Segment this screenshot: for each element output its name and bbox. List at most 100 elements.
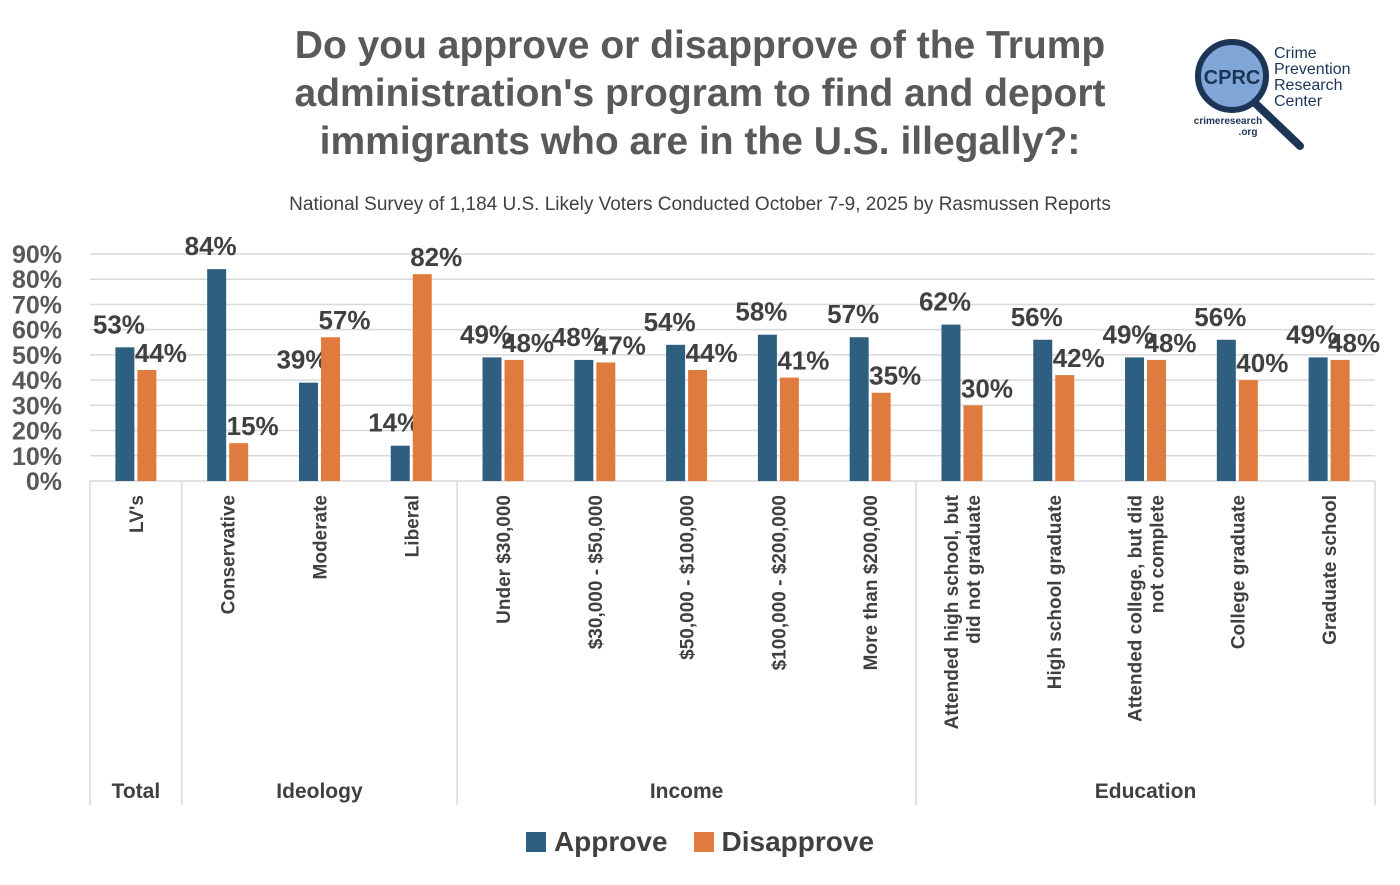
legend: Approve Disapprove xyxy=(0,826,1400,858)
category-label-9: Attended high school, but xyxy=(942,494,963,729)
bar-approve-7 xyxy=(757,334,777,481)
data-label-disapprove-6: 44% xyxy=(686,338,738,368)
bar-disapprove-11 xyxy=(1147,359,1167,481)
data-label-disapprove-5: 47% xyxy=(594,330,646,360)
bar-approve-3 xyxy=(390,445,410,481)
logo-url-1: crimeresearch xyxy=(1194,116,1262,127)
logo-name-1: Crime xyxy=(1274,45,1317,62)
category-label-7: $100,000 - $200,000 xyxy=(769,495,790,670)
bar-disapprove-7 xyxy=(779,377,799,481)
category-label-0: LV's xyxy=(127,495,148,533)
cprc-logo: CPRC Crime Prevention Research Center cr… xyxy=(1190,36,1370,156)
data-label-disapprove-9: 30% xyxy=(961,373,1013,403)
bar-disapprove-6 xyxy=(688,370,708,481)
title-line-3: immigrants who are in the U.S. illegally… xyxy=(319,120,1081,163)
title-line-2: administration's program to find and dep… xyxy=(294,72,1106,115)
legend-swatch-disapprove xyxy=(693,832,714,852)
category-label-11: Attended college, but did xyxy=(1126,495,1147,722)
category-label-13: Graduate school xyxy=(1320,495,1341,645)
chart-title: Do you approve or disapprove of the Trum… xyxy=(150,22,1250,166)
group-label: Total xyxy=(112,780,161,803)
title-line-1: Do you approve or disapprove of the Trum… xyxy=(294,24,1106,67)
data-label-approve-8: 57% xyxy=(827,299,879,329)
group-label: Ideology xyxy=(276,780,363,803)
logo-name-3: Research xyxy=(1274,77,1342,94)
bar-disapprove-4 xyxy=(504,359,524,481)
y-tick-label: 70% xyxy=(12,291,62,319)
bar-disapprove-9 xyxy=(963,405,983,481)
y-tick-label: 80% xyxy=(12,266,62,294)
bar-approve-6 xyxy=(666,344,686,481)
y-tick-label: 50% xyxy=(12,342,62,370)
legend-label-disapprove: Disapprove xyxy=(721,826,875,857)
y-tick-label: 90% xyxy=(12,241,62,269)
data-label-approve-9: 62% xyxy=(919,287,971,317)
data-label-approve-11: 49% xyxy=(1103,319,1155,349)
bar-approve-4 xyxy=(482,357,502,481)
bar-approve-10 xyxy=(1033,339,1053,481)
data-label-approve-7: 58% xyxy=(735,297,787,327)
logo-badge: CPRC xyxy=(1204,67,1261,89)
data-label-disapprove-1: 15% xyxy=(227,411,279,441)
legend-swatch-approve xyxy=(525,832,546,852)
bar-disapprove-5 xyxy=(596,362,616,481)
bar-approve-11 xyxy=(1125,357,1145,481)
bar-approve-13 xyxy=(1308,357,1328,481)
logo-url-2: .org xyxy=(1239,127,1258,138)
data-label-approve-1: 84% xyxy=(185,231,237,261)
data-label-approve-4: 49% xyxy=(460,319,512,349)
legend-item-approve: Approve xyxy=(525,826,668,858)
data-label-approve-0: 53% xyxy=(93,309,145,339)
y-tick-label: 20% xyxy=(12,418,62,446)
magnifier-handle xyxy=(1250,98,1304,150)
logo-name-2: Prevention xyxy=(1274,61,1351,78)
data-label-approve-5: 48% xyxy=(552,322,604,352)
bar-disapprove-10 xyxy=(1055,375,1075,481)
data-label-disapprove-2: 57% xyxy=(318,305,370,335)
category-label-9: did not graduate xyxy=(964,495,985,644)
logo-name-4: Center xyxy=(1274,93,1323,110)
y-tick-label: 10% xyxy=(12,443,62,471)
category-label-11: not complete xyxy=(1148,495,1169,613)
bar-disapprove-2 xyxy=(320,337,340,481)
legend-item-disapprove: Disapprove xyxy=(693,826,875,858)
bar-disapprove-0 xyxy=(137,370,157,481)
data-label-disapprove-12: 40% xyxy=(1236,348,1288,378)
bar-approve-8 xyxy=(849,337,869,481)
bar-approve-12 xyxy=(1216,339,1236,481)
group-label: Education xyxy=(1095,780,1197,803)
bar-disapprove-12 xyxy=(1238,380,1258,481)
data-label-disapprove-8: 35% xyxy=(869,361,921,391)
bar-approve-5 xyxy=(574,359,594,481)
bar-approve-2 xyxy=(298,382,318,481)
data-label-approve-10: 56% xyxy=(1011,302,1063,332)
data-label-approve-12: 56% xyxy=(1194,302,1246,332)
bar-approve-1 xyxy=(207,269,227,481)
bar-disapprove-13 xyxy=(1330,359,1350,481)
bar-approve-0 xyxy=(115,347,135,481)
category-label-1: Conservative xyxy=(219,495,240,614)
data-label-disapprove-10: 42% xyxy=(1053,343,1105,373)
legend-label-approve: Approve xyxy=(553,826,668,857)
data-label-disapprove-0: 44% xyxy=(135,338,187,368)
category-label-8: More than $200,000 xyxy=(861,495,882,670)
category-label-10: High school graduate xyxy=(1045,495,1066,689)
category-label-6: $50,000 - $100,000 xyxy=(678,495,699,660)
data-label-approve-13: 49% xyxy=(1286,319,1338,349)
y-tick-label: 30% xyxy=(12,392,62,420)
data-label-disapprove-3: 82% xyxy=(410,242,462,272)
category-label-12: College graduate xyxy=(1228,495,1249,649)
y-tick-label: 0% xyxy=(26,468,62,496)
category-label-3: Liberal xyxy=(402,495,423,557)
bar-approve-9 xyxy=(941,324,961,481)
magnifier-lens xyxy=(1195,39,1269,113)
data-label-approve-2: 39% xyxy=(276,345,328,375)
bar-disapprove-1 xyxy=(229,443,249,481)
y-tick-label: 60% xyxy=(12,317,62,345)
data-label-approve-6: 54% xyxy=(644,307,696,337)
data-label-disapprove-7: 41% xyxy=(777,346,829,376)
category-label-2: Moderate xyxy=(310,495,331,579)
category-label-4: Under $30,000 xyxy=(494,495,515,624)
data-label-disapprove-4: 48% xyxy=(502,328,554,358)
